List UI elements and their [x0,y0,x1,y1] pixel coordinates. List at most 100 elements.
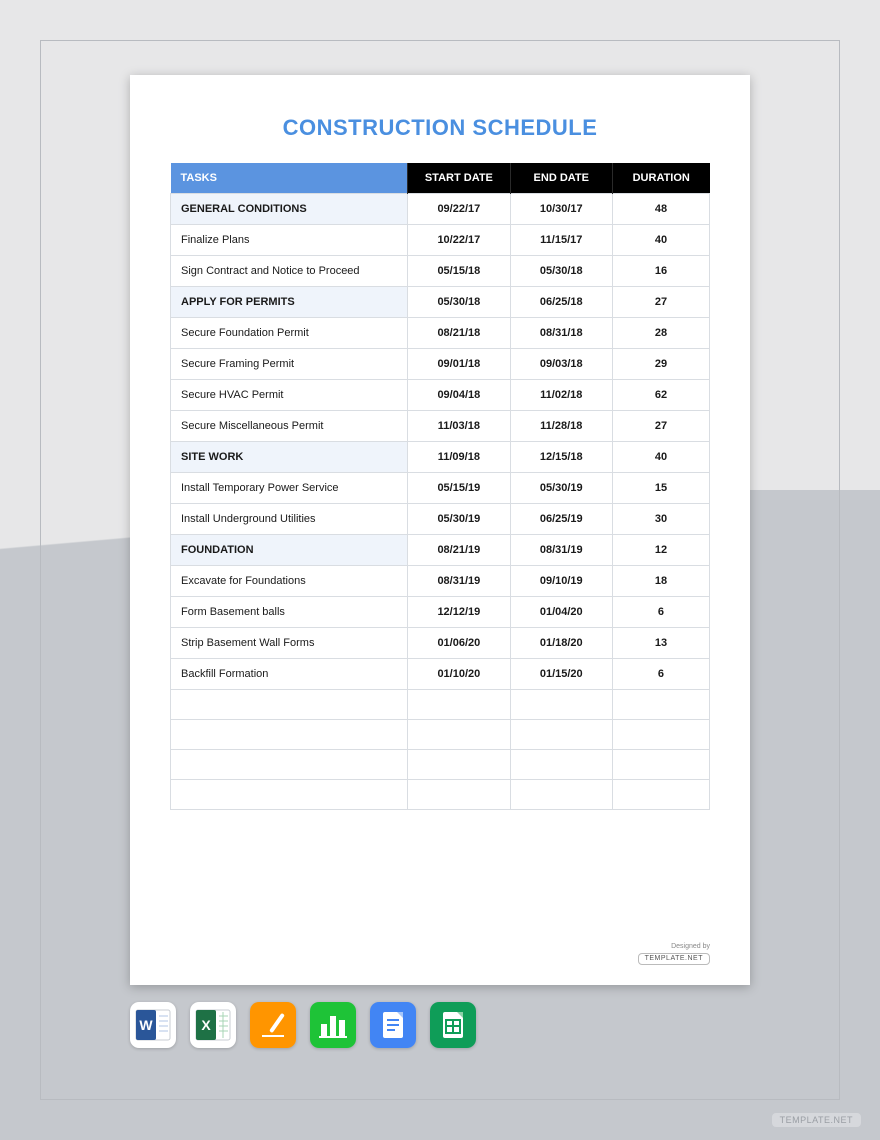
cell-start: 11/03/18 [408,411,510,442]
cell-duration: 6 [612,597,709,628]
cell-end: 06/25/19 [510,504,612,535]
cell-task: Secure Framing Permit [171,349,408,380]
table-row: Finalize Plans10/22/1711/15/1740 [171,225,710,256]
table-row: Secure Foundation Permit08/21/1808/31/18… [171,318,710,349]
cell-duration: 27 [612,287,709,318]
cell-start: 01/10/20 [408,659,510,690]
cell-duration: 12 [612,535,709,566]
table-row: GENERAL CONDITIONS09/22/1710/30/1748 [171,194,710,225]
cell-end: 08/31/18 [510,318,612,349]
table-row: Install Underground Utilities05/30/1906/… [171,504,710,535]
table-row [171,690,710,720]
cell-duration: 15 [612,473,709,504]
table-row: Excavate for Foundations08/31/1909/10/19… [171,566,710,597]
cell-end: 11/28/18 [510,411,612,442]
cell-end: 10/30/17 [510,194,612,225]
cell-end: 09/10/19 [510,566,612,597]
cell-end: 01/18/20 [510,628,612,659]
cell-duration: 29 [612,349,709,380]
cell-end: 11/15/17 [510,225,612,256]
watermark: TEMPLATE.NET [771,1112,862,1128]
gdocs-icon[interactable] [370,1002,416,1048]
cell-duration: 6 [612,659,709,690]
cell-start: 09/22/17 [408,194,510,225]
table-row: FOUNDATION08/21/1908/31/1912 [171,535,710,566]
cell-task: Form Basement balls [171,597,408,628]
cell-duration: 28 [612,318,709,349]
credit-label: Designed by [638,943,710,951]
cell-task: APPLY FOR PERMITS [171,287,408,318]
cell-end: 06/25/18 [510,287,612,318]
cell-task: GENERAL CONDITIONS [171,194,408,225]
word-icon[interactable]: W [130,1002,176,1048]
table-row: Strip Basement Wall Forms01/06/2001/18/2… [171,628,710,659]
cell-start: 05/30/19 [408,504,510,535]
cell-task: Excavate for Foundations [171,566,408,597]
cell-end: 05/30/19 [510,473,612,504]
cell-start: 10/22/17 [408,225,510,256]
cell-task: Backfill Formation [171,659,408,690]
cell-start: 08/21/18 [408,318,510,349]
cell-start: 05/15/18 [408,256,510,287]
pages-icon[interactable] [250,1002,296,1048]
table-row: Sign Contract and Notice to Proceed05/15… [171,256,710,287]
cell-start: 09/01/18 [408,349,510,380]
col-header-end: END DATE [510,163,612,194]
col-header-tasks: TASKS [171,163,408,194]
col-header-start: START DATE [408,163,510,194]
cell-start: 09/04/18 [408,380,510,411]
numbers-icon[interactable] [310,1002,356,1048]
table-row: APPLY FOR PERMITS05/30/1806/25/1827 [171,287,710,318]
table-row [171,750,710,780]
table-row [171,780,710,810]
gsheets-icon[interactable] [430,1002,476,1048]
cell-duration: 40 [612,225,709,256]
cell-task: Secure Foundation Permit [171,318,408,349]
table-row: Install Temporary Power Service05/15/190… [171,473,710,504]
table-row: Form Basement balls12/12/1901/04/206 [171,597,710,628]
cell-end: 01/15/20 [510,659,612,690]
cell-end: 08/31/19 [510,535,612,566]
cell-end: 11/02/18 [510,380,612,411]
cell-task: FOUNDATION [171,535,408,566]
table-row: Secure Miscellaneous Permit11/03/1811/28… [171,411,710,442]
cell-start: 08/31/19 [408,566,510,597]
cell-task: Install Underground Utilities [171,504,408,535]
app-icons-row: WX [130,1002,476,1048]
table-row: SITE WORK11/09/1812/15/1840 [171,442,710,473]
col-header-duration: DURATION [612,163,709,194]
cell-duration: 18 [612,566,709,597]
cell-task: Strip Basement Wall Forms [171,628,408,659]
credit-brand: TEMPLATE.NET [638,953,710,965]
table-row: Secure Framing Permit09/01/1809/03/1829 [171,349,710,380]
svg-text:W: W [139,1017,153,1033]
cell-end: 05/30/18 [510,256,612,287]
table-row [171,720,710,750]
table-header-row: TASKS START DATE END DATE DURATION [171,163,710,194]
cell-task: Sign Contract and Notice to Proceed [171,256,408,287]
cell-duration: 16 [612,256,709,287]
cell-start: 11/09/18 [408,442,510,473]
cell-task: Finalize Plans [171,225,408,256]
cell-task: SITE WORK [171,442,408,473]
cell-start: 01/06/20 [408,628,510,659]
cell-duration: 13 [612,628,709,659]
table-row: Secure HVAC Permit09/04/1811/02/1862 [171,380,710,411]
cell-task: Secure HVAC Permit [171,380,408,411]
cell-duration: 27 [612,411,709,442]
cell-duration: 30 [612,504,709,535]
excel-icon[interactable]: X [190,1002,236,1048]
cell-start: 05/30/18 [408,287,510,318]
cell-duration: 48 [612,194,709,225]
cell-start: 12/12/19 [408,597,510,628]
svg-text:X: X [201,1017,211,1033]
schedule-table: TASKS START DATE END DATE DURATION GENER… [170,163,710,810]
cell-duration: 40 [612,442,709,473]
cell-end: 01/04/20 [510,597,612,628]
document-page: CONSTRUCTION SCHEDULE TASKS START DATE E… [130,75,750,985]
cell-duration: 62 [612,380,709,411]
table-row: Backfill Formation01/10/2001/15/206 [171,659,710,690]
cell-task: Install Temporary Power Service [171,473,408,504]
page-title: CONSTRUCTION SCHEDULE [170,115,710,141]
cell-start: 08/21/19 [408,535,510,566]
